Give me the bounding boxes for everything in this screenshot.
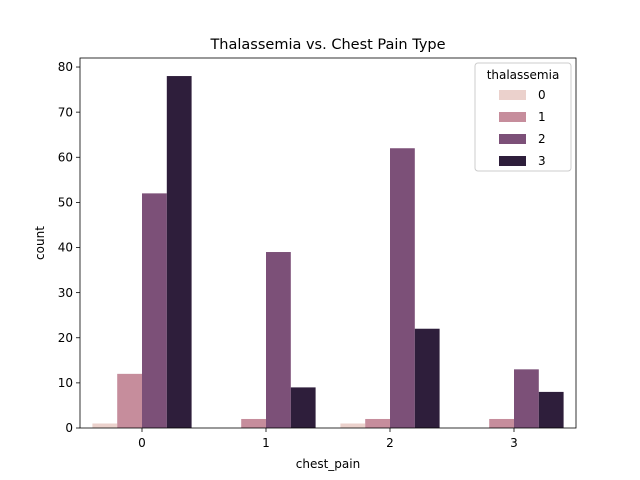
bar-series2-cat1 bbox=[266, 252, 291, 428]
bar-series1-cat0 bbox=[117, 373, 142, 428]
bar-series3-cat0 bbox=[166, 76, 192, 429]
bar-series2-cat2 bbox=[390, 148, 415, 428]
y-tick-label-60: 60 bbox=[58, 150, 73, 164]
legend-swatch-1 bbox=[499, 112, 526, 122]
y-tick-label-0: 0 bbox=[65, 421, 73, 435]
y-tick-label-80: 80 bbox=[58, 60, 73, 74]
bar-series3-cat3 bbox=[538, 391, 564, 428]
bar-series3-cat1 bbox=[290, 387, 316, 428]
y-tick-label-70: 70 bbox=[58, 105, 73, 119]
y-tick-label-20: 20 bbox=[58, 331, 73, 345]
legend-swatch-2 bbox=[499, 134, 526, 144]
bar-series0-cat2 bbox=[340, 423, 366, 428]
y-tick-label-50: 50 bbox=[58, 196, 73, 210]
bar-series1-cat3 bbox=[489, 418, 514, 428]
legend-label-1: 1 bbox=[538, 110, 546, 124]
x-axis: 0 1 2 3 bbox=[138, 428, 518, 450]
y-tick-label-30: 30 bbox=[58, 286, 73, 300]
legend-title: thalassemia bbox=[487, 68, 560, 82]
bars-group bbox=[92, 76, 564, 429]
bar-series2-cat3 bbox=[514, 369, 539, 428]
x-tick-label-3: 3 bbox=[510, 436, 518, 450]
legend-swatch-3 bbox=[499, 156, 526, 166]
y-tick-label-40: 40 bbox=[58, 241, 73, 255]
x-tick-label-2: 2 bbox=[386, 436, 394, 450]
y-axis: 0 10 20 30 40 50 60 70 80 bbox=[58, 60, 80, 435]
chart-title: Thalassemia vs. Chest Pain Type bbox=[209, 37, 445, 53]
bar-series0-cat0 bbox=[92, 423, 118, 428]
x-axis-label: chest_pain bbox=[296, 457, 360, 471]
legend: thalassemia 0 1 2 3 bbox=[474, 62, 572, 172]
legend-label-0: 0 bbox=[538, 88, 546, 102]
legend-label-3: 3 bbox=[538, 154, 546, 168]
bar-series1-cat1 bbox=[241, 418, 266, 428]
legend-label-2: 2 bbox=[538, 132, 546, 146]
x-tick-label-0: 0 bbox=[138, 436, 146, 450]
y-axis-label: count bbox=[33, 226, 47, 260]
y-tick-label-10: 10 bbox=[58, 376, 73, 390]
bar-series3-cat2 bbox=[414, 328, 440, 428]
x-tick-label-1: 1 bbox=[262, 436, 270, 450]
bar-series1-cat2 bbox=[365, 418, 390, 428]
bar-series2-cat0 bbox=[142, 193, 167, 428]
plot-frame bbox=[79, 57, 577, 429]
legend-swatch-0 bbox=[499, 90, 526, 100]
